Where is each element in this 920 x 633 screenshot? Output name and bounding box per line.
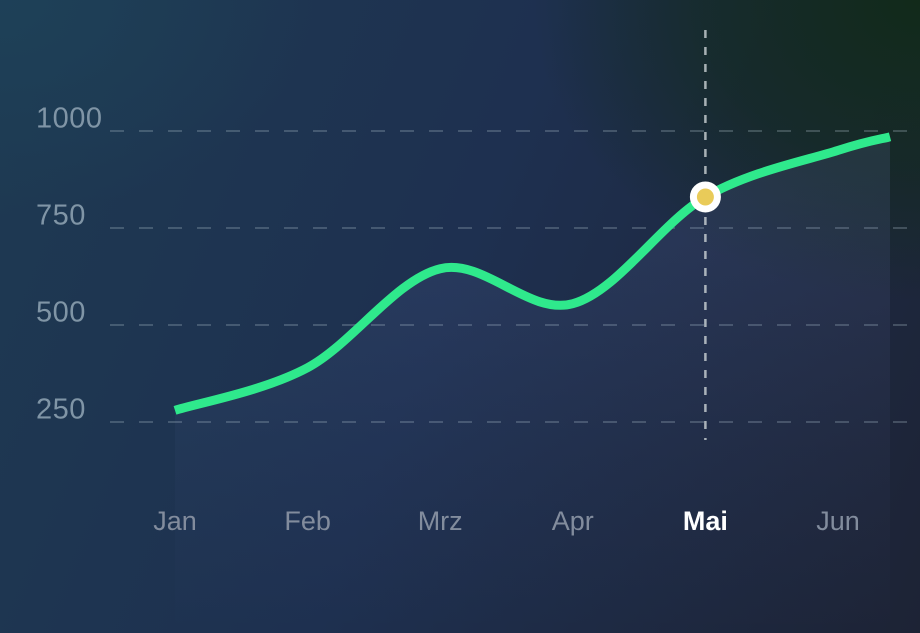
y-tick-label: 500 <box>36 296 86 329</box>
series-line[interactable] <box>173 132 892 415</box>
y-tick-label: 1000 <box>36 102 103 135</box>
x-tick-label-mai[interactable]: Mai <box>682 506 728 536</box>
x-tick-label-apr[interactable]: Apr <box>551 506 594 536</box>
x-tick-label-jun[interactable]: Jun <box>816 506 860 536</box>
x-tick-label-feb[interactable]: Feb <box>284 506 331 536</box>
area-fill <box>175 136 890 633</box>
y-tick-label: 750 <box>36 199 86 232</box>
highlight-marker-dot[interactable] <box>696 188 714 206</box>
x-tick-label-jan[interactable]: Jan <box>153 506 197 536</box>
x-tick-label-mrz[interactable]: Mrz <box>417 506 463 536</box>
y-tick-label: 250 <box>36 393 86 426</box>
